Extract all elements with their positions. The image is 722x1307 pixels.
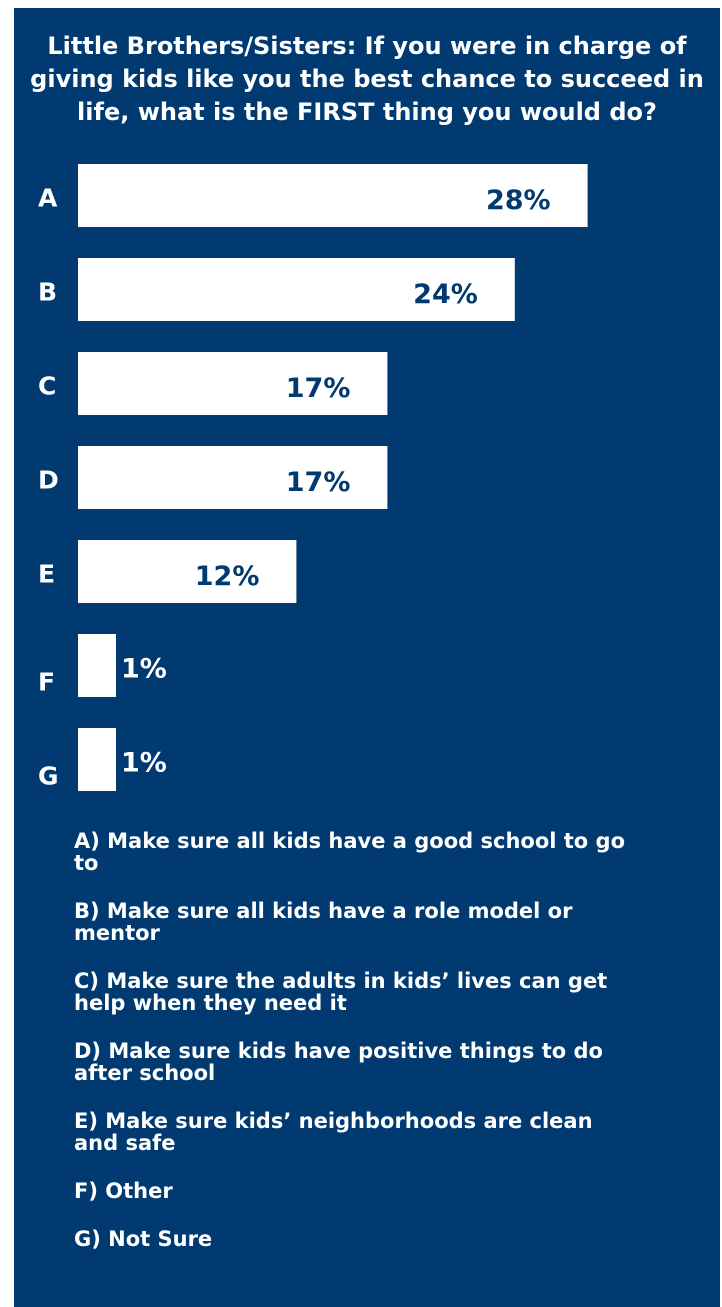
category-label-g: G	[38, 762, 59, 791]
legend-item-e: E) Make sure kids’ neighborhoods are cle…	[74, 1109, 593, 1155]
chart-panel: Little Brothers/Sisters: If you were in …	[14, 8, 720, 1307]
bar-chart: A 28% B 24% C 17% D 17% E 12% F 1% G 1%	[38, 164, 588, 791]
bar-g	[78, 728, 116, 791]
legend-item-f: F) Other	[74, 1179, 173, 1203]
value-label-b: 24%	[413, 279, 478, 310]
legend-item-a: A) Make sure all kids have a good school…	[74, 829, 626, 875]
bar-e	[78, 540, 297, 603]
legend-item-c: C) Make sure the adults in kids’ lives c…	[74, 969, 608, 1015]
answer-legend: A) Make sure all kids have a good school…	[74, 830, 634, 1276]
value-label-g: 1%	[121, 748, 167, 779]
bar-a	[78, 164, 588, 227]
bar-c	[78, 352, 388, 415]
category-label-b: B	[38, 278, 57, 307]
category-label-d: D	[38, 466, 59, 495]
legend-item-b: B) Make sure all kids have a role model …	[74, 899, 573, 945]
value-label-e: 12%	[195, 561, 260, 592]
value-label-a: 28%	[486, 185, 551, 216]
bar-d	[78, 446, 388, 509]
legend-item-g: G) Not Sure	[74, 1227, 213, 1251]
chart-title: Little Brothers/Sisters: If you were in …	[30, 32, 704, 126]
value-label-f: 1%	[121, 654, 167, 685]
category-label-f: F	[38, 668, 55, 697]
category-label-a: A	[38, 184, 58, 213]
bar-f	[78, 634, 116, 697]
value-label-d: 17%	[286, 467, 351, 498]
category-label-e: E	[38, 560, 55, 589]
category-label-c: C	[38, 372, 56, 401]
bar-b	[78, 258, 515, 321]
legend-item-d: D) Make sure kids have positive things t…	[74, 1039, 603, 1085]
value-label-c: 17%	[286, 373, 351, 404]
